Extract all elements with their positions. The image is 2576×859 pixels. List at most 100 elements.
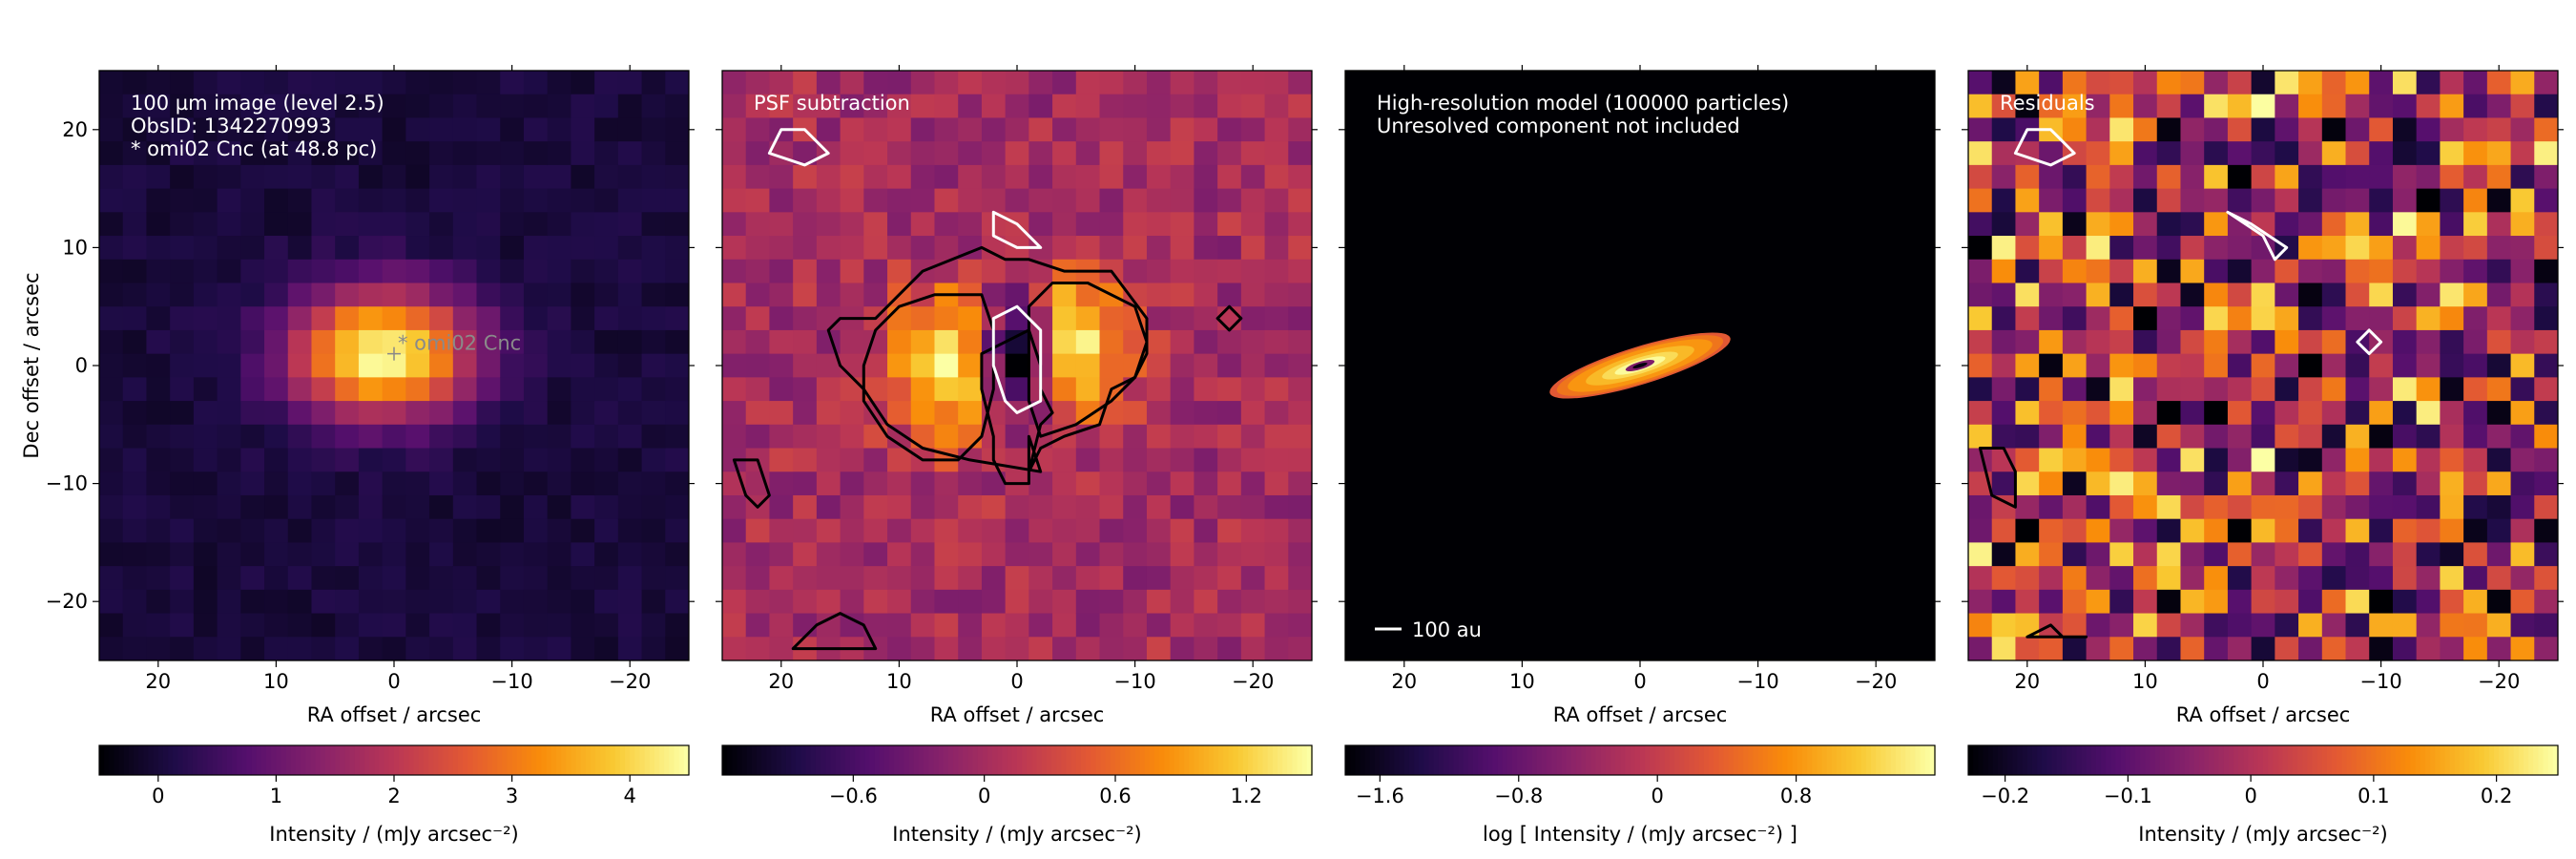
image-pixel [193,329,218,355]
image-pixel [1170,236,1195,261]
x-tick-label: 20 [768,670,794,693]
image-pixel [523,566,549,591]
image-pixel [2133,471,2158,496]
image-pixel [665,117,689,142]
image-pixel [1288,141,1312,166]
image-pixel [1123,589,1148,615]
image-pixel [429,283,454,307]
image-pixel [2039,283,2064,307]
image-pixel [1194,448,1218,472]
image-pixel [1028,306,1053,331]
colorbar-segment [2513,745,2520,775]
colorbar-segment [114,745,120,775]
colorbar-segment [492,745,498,775]
colorbar-tick-label: 0 [978,785,990,807]
image-pixel [2416,329,2441,355]
image-pixel [2345,494,2370,520]
image-pixel [146,329,171,355]
colorbar-segment [2499,745,2505,775]
image-pixel [311,401,336,426]
image-pixel [2534,542,2558,567]
colorbar-tick-label: 2 [387,785,400,807]
image-pixel [122,164,148,190]
colorbar-segment [443,745,449,775]
image-pixel [1005,494,1029,520]
image-pixel [287,283,313,307]
colorbar-segment [625,745,631,775]
image-pixel [500,306,525,331]
image-pixel [2156,424,2182,450]
colorbar-segment [266,745,273,775]
image-pixel [793,94,818,119]
colorbar-segment [447,745,454,775]
colorbar-segment [536,745,543,775]
image-pixel [793,259,818,284]
image-pixel [2227,259,2253,284]
disk-center [1632,363,1648,368]
image-pixel [1052,566,1077,591]
image-pixel [523,188,549,213]
colorbar-segment [2405,745,2412,775]
image-pixel [2156,494,2182,520]
image-pixel [2534,117,2558,142]
colorbar-segment [320,745,326,775]
colorbar-segment [2420,745,2426,775]
image-pixel [311,71,336,95]
colorbar-segment [741,745,748,775]
image-pixel [2204,518,2229,543]
image-pixel [358,471,384,496]
image-pixel [2416,542,2441,567]
image-pixel [594,542,619,567]
image-pixel [2015,401,2040,426]
image-pixel [2321,141,2347,166]
colorbar-segment [2385,745,2392,775]
image-pixel [2510,377,2535,402]
image-pixel [2275,164,2299,190]
image-pixel [1005,164,1029,190]
colorbar-segment [654,745,660,775]
image-pixel [217,236,241,261]
image-pixel [722,329,747,355]
image-pixel [170,212,195,237]
image-pixel [264,283,289,307]
image-pixel [1968,259,1993,284]
image-pixel [99,377,124,402]
colorbar-segment [1522,745,1528,775]
image-pixel [2510,71,2535,95]
colorbar-segment [1369,745,1376,775]
image-pixel [571,306,595,331]
image-pixel [1028,471,1053,496]
image-pixel [793,448,818,472]
image-pixel [2251,306,2275,331]
x-tick-label: 0 [2256,670,2269,693]
image-pixel [2275,94,2299,119]
image-pixel [722,306,747,331]
colorbar-segment [1292,745,1298,775]
image-pixel [816,164,841,190]
colorbar-segment [1458,745,1465,775]
image-pixel [1052,377,1077,402]
image-pixel [2416,236,2441,261]
image-pixel [335,117,360,142]
image-pixel [547,212,571,237]
image-pixel [641,589,666,615]
image-pixel [452,637,478,660]
image-pixel [146,424,171,450]
image-pixel [2086,494,2110,520]
image-pixel [2416,637,2441,660]
colorbar-segment [2140,745,2147,775]
colorbar-segment [1448,745,1455,775]
image-pixel [2392,424,2418,450]
image-pixel [910,637,936,660]
image-pixel [2298,424,2323,450]
colorbar-segment [1223,745,1230,775]
image-pixel [910,329,936,355]
colorbar-segment [1837,745,1842,775]
image-pixel [2039,494,2064,520]
image-pixel [523,613,549,638]
image-pixel [641,117,666,142]
image-pixel [170,329,195,355]
image-pixel [2416,589,2441,615]
colorbar-segment [1007,745,1013,775]
